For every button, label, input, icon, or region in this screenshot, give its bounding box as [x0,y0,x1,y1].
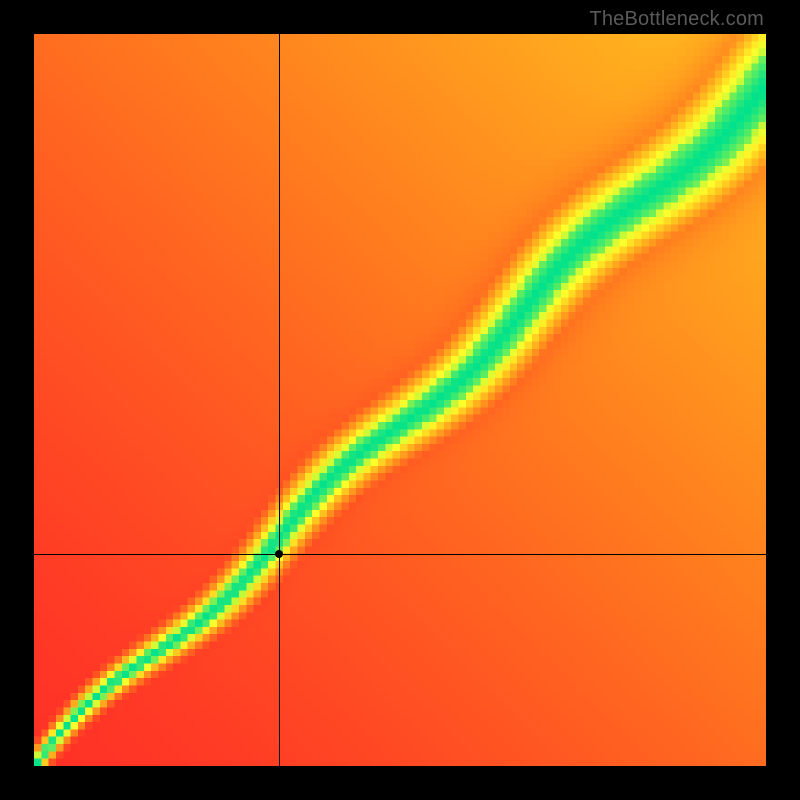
watermark-text: TheBottleneck.com [589,8,764,31]
heatmap-canvas [34,34,766,766]
crosshair-horizontal [34,554,766,555]
heatmap-plot [34,34,766,766]
crosshair-vertical [279,34,280,766]
outer-frame: TheBottleneck.com [0,0,800,800]
marker-dot [275,550,283,558]
